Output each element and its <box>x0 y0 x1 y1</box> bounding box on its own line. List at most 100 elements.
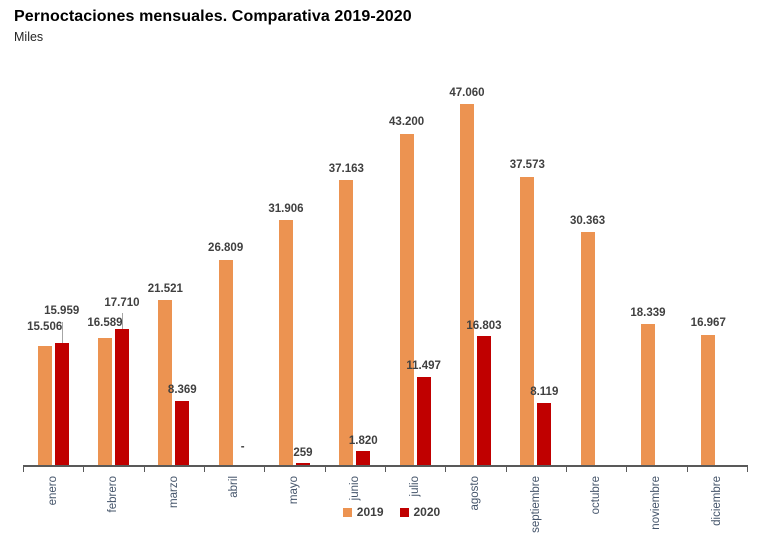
value-label-2019: 21.521 <box>147 282 183 295</box>
bar-group: 26.809 - <box>204 97 264 465</box>
bar-pair: 30.363 <box>570 97 612 465</box>
bar-2020 <box>476 336 491 465</box>
bar-2019 <box>218 259 233 465</box>
bar-pair: 16.967 <box>691 97 732 465</box>
bar-slot-2019: 16.589 <box>87 97 123 465</box>
x-axis-label: abril <box>228 476 241 498</box>
bar-2019 <box>339 180 354 465</box>
chart-legend: 2019 2020 <box>0 506 783 518</box>
bar-slot-2020: 16.803 <box>466 97 502 465</box>
bar-2020 <box>356 451 371 465</box>
legend-item-2020: 2020 <box>399 505 441 519</box>
bar-pair: 43.200 11.497 <box>389 97 441 465</box>
value-label-2020: 259 <box>293 446 313 459</box>
bar-2020 <box>54 342 69 465</box>
bar-pair: 21.521 8.369 <box>148 97 197 465</box>
bar-group: 47.060 16.803 <box>445 87 505 465</box>
axis-tick <box>143 465 145 472</box>
bar-group: 18.339 <box>626 97 686 465</box>
value-label-2019: 16.967 <box>690 317 726 330</box>
axis-tick <box>566 465 567 472</box>
value-label-2019: 16.589 <box>87 317 123 330</box>
bar-2019 <box>278 220 293 465</box>
x-axis-label: julio <box>409 476 422 497</box>
bar-slot-2019: 37.163 <box>329 97 364 465</box>
value-label-2019: 47.060 <box>449 86 485 99</box>
axis-tick <box>747 465 748 472</box>
x-axis-label: marzo <box>167 476 180 508</box>
value-label-2020: 11.497 <box>406 360 441 373</box>
bar-2019 <box>580 232 595 465</box>
legend-swatch-2020 <box>399 507 409 517</box>
bar-group: 15.506 15.959 <box>23 97 83 465</box>
bar-slot-2019: 16.967 <box>691 97 726 465</box>
axis-tick <box>686 465 688 472</box>
x-axis-label: noviembre <box>650 476 663 530</box>
axis-tick <box>385 465 386 472</box>
bar-slot-2019: 21.521 <box>148 97 183 465</box>
bar-slot-2020: 17.710 <box>104 97 140 465</box>
axis-tick <box>626 465 628 472</box>
value-label-2020: 15.959 <box>44 305 80 318</box>
x-axis-label: diciembre <box>710 476 723 526</box>
value-label-2020: 8.369 <box>167 384 197 397</box>
bar-group: 37.573 8.119 <box>506 97 566 465</box>
x-axis-label: junio <box>348 476 361 501</box>
legend-label-2020: 2020 <box>413 505 441 519</box>
bar-slot-2020: 15.959 <box>44 97 79 465</box>
chart-subtitle: Miles <box>14 30 44 44</box>
axis-tick <box>23 465 24 472</box>
value-label-2019: 18.339 <box>630 306 666 319</box>
x-axis-label: enero <box>47 476 60 506</box>
bar-pair: 37.163 1.820 <box>329 97 378 465</box>
bar-slot-2019: 26.809 <box>208 97 243 465</box>
value-label-2020: 17.710 <box>104 296 140 309</box>
bar-slot-2020: 8.369 <box>168 97 197 465</box>
bar-pair: 31.906 259 <box>268 97 313 465</box>
bar-slot-2020 <box>718 97 732 465</box>
bar-2020 <box>175 400 190 465</box>
bar-2020 <box>295 463 310 465</box>
bar-group: 43.200 11.497 <box>385 97 445 465</box>
value-label-2019: 15.506 <box>27 320 63 333</box>
value-label-2019: 37.163 <box>328 162 364 175</box>
value-label-2019: 31.906 <box>268 202 304 215</box>
axis-tick <box>324 465 326 472</box>
bar-2019 <box>399 133 414 465</box>
legend-label-2019: 2019 <box>356 505 384 519</box>
bar-group: 31.906 259 <box>264 97 324 465</box>
bar-slot-2019: 18.339 <box>630 97 666 465</box>
bar-slot-2020 <box>598 97 612 465</box>
bar-slot-2020: 259 <box>293 97 313 465</box>
bar-pair: 47.060 16.803 <box>449 87 502 465</box>
bar-2019 <box>97 337 112 465</box>
bar-pair: 18.339 <box>630 97 672 465</box>
value-label-2019: 30.363 <box>570 214 606 227</box>
value-label-2019: 37.573 <box>509 159 545 172</box>
legend-swatch-2019 <box>342 507 352 517</box>
bar-2019 <box>520 176 535 465</box>
bar-slot-2020: 11.497 <box>406 97 441 465</box>
value-label-2019: 26.809 <box>208 242 244 254</box>
x-axis-label: mayo <box>288 476 301 505</box>
axis-tick <box>445 465 447 472</box>
bar-group: 16.589 17.710 <box>83 97 143 465</box>
bar-group: 21.521 8.369 <box>144 97 204 465</box>
value-label-2020: 16.803 <box>466 319 502 332</box>
bar-2019 <box>37 346 52 465</box>
bar-slot-2019: 47.060 <box>449 87 485 465</box>
bar-slot-2020: - <box>236 97 250 465</box>
value-label-2020: 8.119 <box>530 386 559 399</box>
bar-slot-2019: 31.906 <box>268 97 304 465</box>
legend-item-2019: 2019 <box>342 505 384 519</box>
bar-slot-2019: 43.200 <box>389 97 424 465</box>
bar-pair: 26.809 - <box>208 97 250 465</box>
value-label-2020: - <box>240 440 245 453</box>
bar-2019 <box>459 104 474 465</box>
bar-group: 16.967 <box>687 97 747 465</box>
label-leader-line <box>121 313 123 330</box>
bar-slot-2020: 8.119 <box>530 97 558 465</box>
axis-tick <box>83 465 85 472</box>
bar-2019 <box>701 334 716 465</box>
